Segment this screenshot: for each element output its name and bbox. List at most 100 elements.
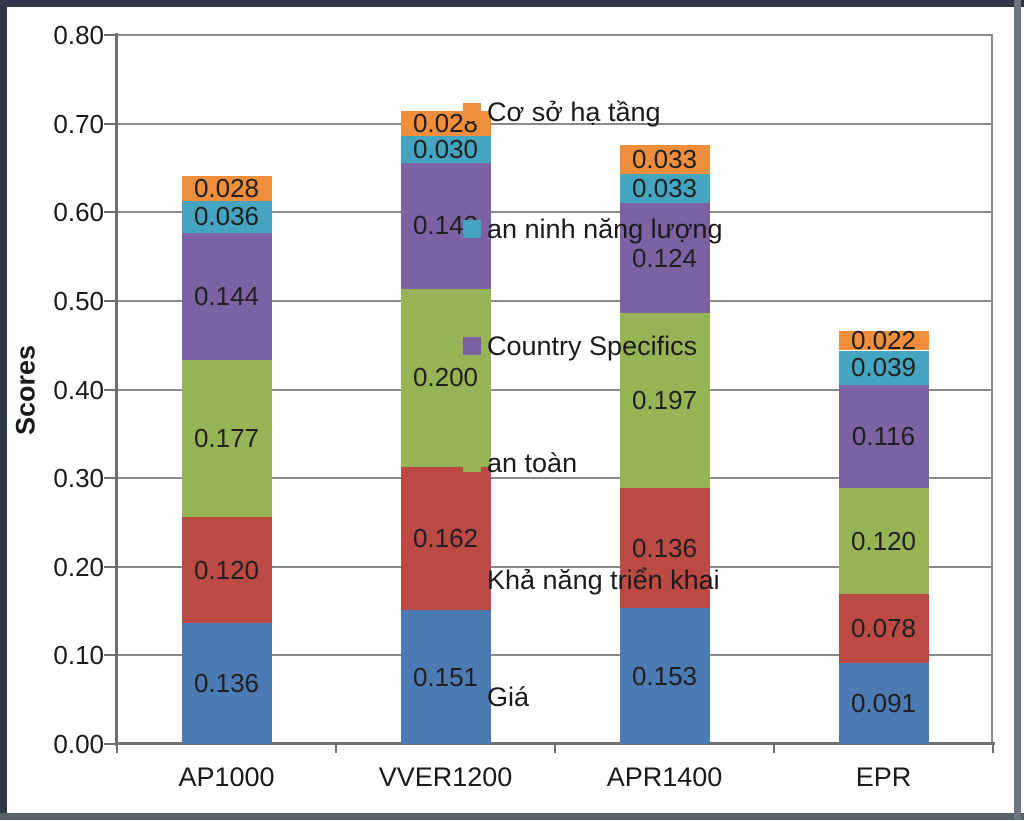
legend-item: Cơ sở hạ tầng: [463, 97, 763, 127]
x-axis-line: [115, 742, 995, 745]
picture-border-top: [0, 0, 1024, 7]
bar-segment: [400, 289, 491, 467]
picture-border-right: [1014, 0, 1021, 820]
y-axis-tick: [104, 565, 116, 568]
x-axis-tick: [554, 744, 556, 753]
x-axis-category-label: AP1000: [178, 762, 275, 792]
bar-value-label: 0.197: [631, 385, 698, 416]
legend-label: an toàn: [487, 448, 578, 478]
gridline: [117, 122, 993, 125]
bar-segment: [400, 136, 491, 163]
y-axis-tick-label: 0.50: [53, 285, 104, 316]
bar-segment: [838, 663, 929, 744]
y-axis-tick-label: 0.80: [53, 20, 104, 50]
bar-value-label: 0.116: [851, 420, 916, 451]
bar-segment: [181, 623, 272, 744]
gridline: [117, 388, 993, 391]
bar-value-label: 0.039: [850, 352, 917, 383]
legend-item: Country Specifics: [463, 331, 763, 361]
y-axis-line: [115, 33, 118, 746]
legend-swatch: [463, 571, 481, 589]
y-axis-tick-label: 0.70: [53, 108, 104, 139]
legend-swatch: [463, 220, 481, 238]
x-axis-tick: [992, 744, 994, 753]
bar-value-label: 0.028: [193, 172, 260, 203]
bar-segment: [181, 517, 272, 624]
legend-swatch: [463, 337, 481, 355]
y-axis-tick: [104, 654, 116, 657]
bar-value-label: 0.144: [193, 280, 260, 311]
bar-segment: [181, 360, 272, 518]
legend-label: Cơ sở hạ tầng: [487, 97, 661, 127]
legend-item: an ninh năng lượng: [463, 214, 763, 244]
y-axis-tick-label: 0.40: [53, 374, 104, 405]
legend-label: an ninh năng lượng: [487, 214, 723, 244]
bar-segment: [619, 203, 710, 314]
legend-label: Country Specifics: [487, 331, 698, 361]
bar-value-label: 0.033: [631, 144, 698, 175]
bar-value-label: 0.151: [412, 661, 479, 692]
bar-value-label: 0.162: [412, 522, 479, 553]
bar-value-label: 0.136: [631, 532, 698, 563]
bar-value-label: 0.033: [631, 173, 698, 204]
bar-segment: [619, 313, 710, 488]
bar-value-label: 0.153: [631, 660, 698, 691]
bar-value-label: 0.091: [850, 688, 917, 719]
x-axis-tick: [116, 744, 118, 753]
picture-border-bottom: [0, 813, 1024, 820]
gridline: [117, 654, 993, 657]
y-axis-tick: [104, 477, 116, 480]
bar-segment: [400, 610, 491, 744]
bar-segment: [619, 608, 710, 744]
bar-segment: [838, 594, 929, 664]
x-axis-category-label: EPR: [855, 762, 912, 792]
bar-segment: [619, 487, 710, 609]
bar-value-label: 0.136: [193, 668, 260, 699]
y-axis-tick-label: 0.00: [53, 729, 104, 759]
y-axis-tick: [104, 122, 116, 125]
y-axis-tick-label: 0.30: [53, 463, 104, 494]
gridline: [117, 477, 993, 480]
legend-label: Giá: [487, 682, 530, 712]
legend-swatch: [463, 103, 481, 121]
y-axis-tick: [104, 388, 116, 391]
legend-item: Giá: [463, 682, 763, 712]
bar-value-label: 0.124: [631, 242, 698, 273]
y-axis-tick: [104, 211, 116, 214]
bar-segment: [181, 200, 272, 233]
gridline: [117, 211, 993, 214]
bar-value-label: 0.036: [193, 201, 260, 232]
legend-swatch: [463, 688, 481, 706]
gridline: [117, 34, 993, 36]
bar-segment: [181, 175, 272, 201]
y-axis-tick-label: 0.60: [53, 197, 104, 228]
x-axis-category-label: VVER1200: [378, 762, 513, 792]
gridline: [117, 299, 993, 302]
legend-swatch: [463, 454, 481, 472]
x-axis-tick: [335, 744, 337, 753]
bar-segment: [838, 487, 929, 595]
gridline: [117, 565, 993, 568]
legend-item: an toàn: [463, 448, 763, 478]
bar-segment: [619, 174, 710, 204]
x-axis-category-label: APR1400: [606, 762, 723, 792]
bar-segment: [181, 232, 272, 361]
picture-border-left: [0, 0, 7, 815]
bar-segment: [619, 144, 710, 175]
y-axis-tick-label: 0.20: [53, 551, 104, 582]
bar-value-label: 0.030: [412, 133, 479, 164]
bar-segment: [838, 385, 929, 488]
x-axis-tick: [773, 744, 775, 753]
y-axis-tick: [104, 34, 116, 36]
bar-segment: [838, 350, 929, 386]
legend-label: Khả năng triển khai: [487, 565, 720, 595]
bar-segment: [838, 331, 929, 351]
bar-value-label: 0.022: [850, 325, 917, 356]
bar-value-label: 0.078: [850, 613, 917, 644]
legend-item: Khả năng triển khai: [463, 565, 763, 595]
bar-value-label: 0.177: [193, 423, 260, 454]
y-axis-tick: [104, 743, 116, 745]
y-axis-tick: [104, 299, 116, 302]
